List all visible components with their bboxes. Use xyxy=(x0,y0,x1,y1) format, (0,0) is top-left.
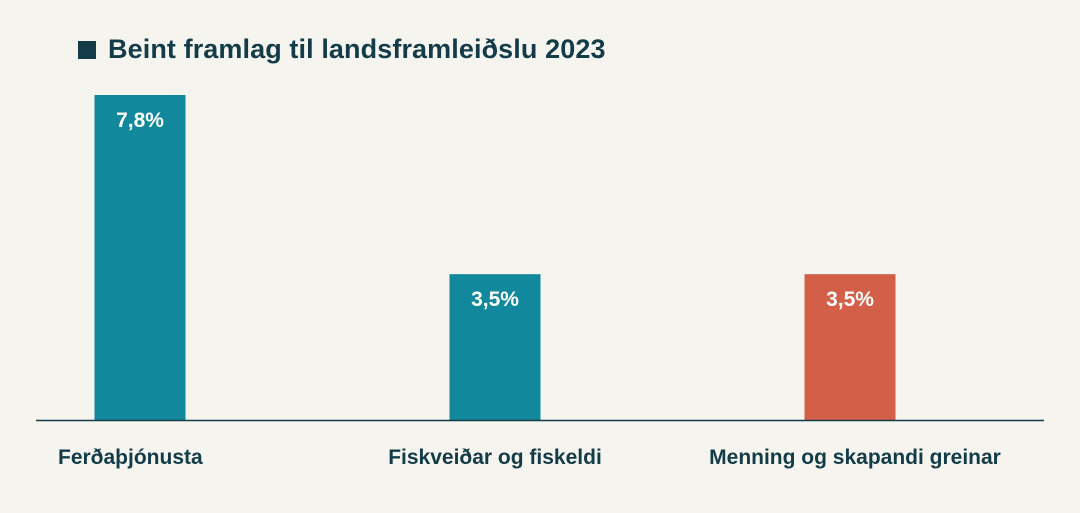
category-label-1: Ferðaþjónusta xyxy=(58,446,203,469)
legend-label: Beint framlag til landsframleiðslu 2023 xyxy=(108,34,606,64)
legend: Beint framlag til landsframleiðslu 2023 xyxy=(78,34,606,65)
value-label-3: 3,5% xyxy=(826,288,874,311)
value-label-1: 7,8% xyxy=(116,109,164,132)
category-label-3: Menning og skapandi greinar xyxy=(709,446,1001,469)
bars-group xyxy=(94,95,896,420)
legend-swatch xyxy=(78,40,96,59)
category-label-2: Fiskveiðar og fiskeldi xyxy=(388,446,602,469)
value-label-2: 3,5% xyxy=(471,288,519,311)
labels-group: 7,8% Ferðaþjónusta 3,5% Fiskveiðar og fiske… xyxy=(58,109,1001,469)
bar-2 xyxy=(449,274,541,420)
bar-3 xyxy=(804,274,896,420)
bar-1 xyxy=(94,95,186,420)
